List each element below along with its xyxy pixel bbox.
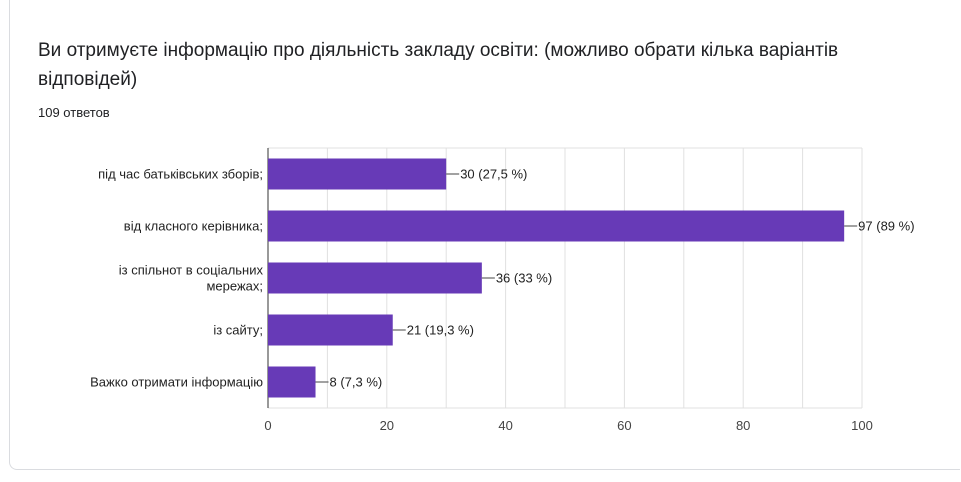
chart-x-ticks: 0 20 40 60 80 100 (264, 418, 872, 433)
x-tick-label: 40 (498, 418, 512, 433)
chart-data-labels: 30 (27,5 %) 97 (89 %) 36 (33 %) 21 (19,3 %)… (315, 167, 915, 390)
category-label: під час батьківських зборів; (98, 167, 263, 182)
chart-bars (268, 158, 845, 398)
data-label: 8 (7,3 %) (330, 375, 383, 390)
response-count: 109 ответов (38, 105, 110, 120)
data-label: 21 (19,3 %) (407, 323, 474, 338)
category-label: від класного керівника; (124, 219, 263, 234)
chart-category-labels: під час батьківських зборів; від класного… (90, 167, 263, 390)
data-label: 36 (33 %) (496, 271, 552, 286)
bar (268, 314, 393, 346)
bar (268, 158, 447, 190)
question-card (9, 0, 960, 470)
x-tick-label: 80 (736, 418, 750, 433)
category-label: із сайту; (213, 323, 263, 338)
x-tick-label: 100 (851, 418, 873, 433)
data-label: 30 (27,5 %) (460, 167, 527, 182)
bar (268, 366, 316, 398)
data-label: 97 (89 %) (858, 219, 914, 234)
bar (268, 262, 482, 294)
question-title: Ви отримуєте інформацію про діяльність з… (38, 40, 839, 90)
x-tick-label: 60 (617, 418, 631, 433)
x-tick-label: 0 (264, 418, 271, 433)
bar (268, 210, 845, 242)
category-label: із спільнот в соціальних мережах; (119, 263, 264, 294)
x-tick-label: 20 (380, 418, 394, 433)
category-label: Важко отримати інформацію (90, 375, 263, 390)
